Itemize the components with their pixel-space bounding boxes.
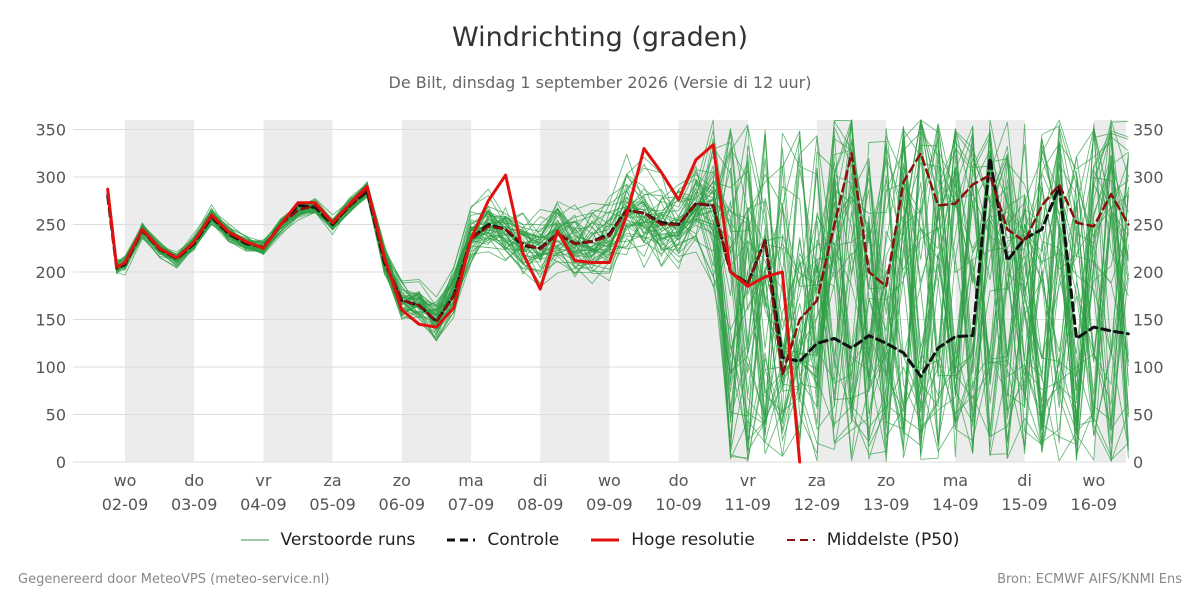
day-band [125, 120, 195, 462]
x-tick-date: 12-09 [794, 495, 841, 514]
ensemble-run-line [107, 133, 1129, 451]
x-tick-date: 10-09 [655, 495, 702, 514]
y-tick-label-left: 50 [46, 406, 66, 425]
ensemble-run-line [107, 123, 1129, 443]
footer-generated-by: Gegenereerd door MeteoVPS (meteo-service… [18, 572, 330, 587]
y-tick-label-right: 350 [1133, 121, 1164, 140]
y-tick-label-right: 200 [1133, 263, 1164, 282]
ensemble-run-line [107, 150, 1129, 460]
legend-label-ensemble: Verstoorde runs [280, 530, 416, 550]
x-tick-day: wo [114, 471, 137, 490]
x-tick-date: 02-09 [102, 495, 149, 514]
x-tick-day: za [323, 471, 341, 490]
x-tick-date: 14-09 [932, 495, 979, 514]
chart-legend: Verstoorde runs Controle Hoge resolutie … [0, 530, 1200, 550]
x-tick-date: 08-09 [517, 495, 564, 514]
x-tick-day: wo [598, 471, 621, 490]
x-tick-date: 06-09 [379, 495, 426, 514]
legend-item-ensemble: Verstoorde runs [240, 530, 416, 550]
x-tick-day: vr [255, 471, 271, 490]
ensemble-run-line [107, 125, 1129, 458]
y-tick-label-left: 0 [56, 453, 66, 472]
x-tick-day: zo [393, 471, 411, 490]
x-tick-date: 13-09 [863, 495, 910, 514]
x-tick-date: 11-09 [725, 495, 772, 514]
y-tick-label-left: 150 [35, 311, 66, 330]
y-tick-label-right: 300 [1133, 168, 1164, 187]
y-tick-label-left: 250 [35, 216, 66, 235]
legend-item-high-res: Hoge resolutie [591, 530, 755, 550]
legend-item-control: Controle [447, 530, 559, 550]
y-tick-label-left: 100 [35, 358, 66, 377]
chart-title: Windrichting (graden) [451, 22, 749, 53]
y-tick-label-left: 350 [35, 121, 66, 140]
footer-source: Bron: ECMWF AIFS/KNMI Ens [997, 572, 1182, 587]
ensemble-run-line [107, 119, 1129, 461]
series-line-high-res [106, 143, 802, 464]
x-tick-date: 16-09 [1071, 495, 1118, 514]
legend-label-high-res: Hoge resolutie [631, 530, 755, 550]
x-tick-date: 04-09 [240, 495, 287, 514]
x-tick-day: di [1017, 471, 1032, 490]
y-tick-label-right: 100 [1133, 358, 1164, 377]
series-line-median [106, 152, 1130, 376]
y-tick-label-right: 50 [1133, 406, 1153, 425]
y-tick-label-right: 150 [1133, 311, 1164, 330]
x-tick-date: 07-09 [448, 495, 495, 514]
day-band [540, 120, 610, 462]
x-tick-day: wo [1082, 471, 1105, 490]
x-tick-date: 03-09 [171, 495, 218, 514]
legend-label-median: Middelste (P50) [826, 530, 960, 550]
x-tick-day: di [533, 471, 548, 490]
chart-subtitle: De Bilt, dinsdag 1 september 2026 (Versi… [388, 73, 812, 92]
x-tick-date: 05-09 [309, 495, 356, 514]
x-tick-day: ma [943, 471, 968, 490]
x-tick-day: do [184, 471, 204, 490]
day-band [263, 120, 333, 462]
legend-label-control: Controle [487, 530, 560, 550]
y-tick-label-left: 300 [35, 168, 66, 187]
y-tick-label-left: 200 [35, 263, 66, 282]
x-tick-day: do [669, 471, 689, 490]
x-tick-day: ma [458, 471, 483, 490]
x-tick-day: zo [877, 471, 895, 490]
day-band [401, 120, 471, 462]
x-tick-date: 09-09 [586, 495, 633, 514]
x-tick-day: vr [740, 471, 756, 490]
x-tick-day: za [808, 471, 826, 490]
y-tick-label-right: 250 [1133, 216, 1164, 235]
legend-item-median: Middelste (P50) [786, 530, 960, 550]
x-tick-date: 15-09 [1001, 495, 1048, 514]
y-tick-label-right: 0 [1133, 453, 1143, 472]
